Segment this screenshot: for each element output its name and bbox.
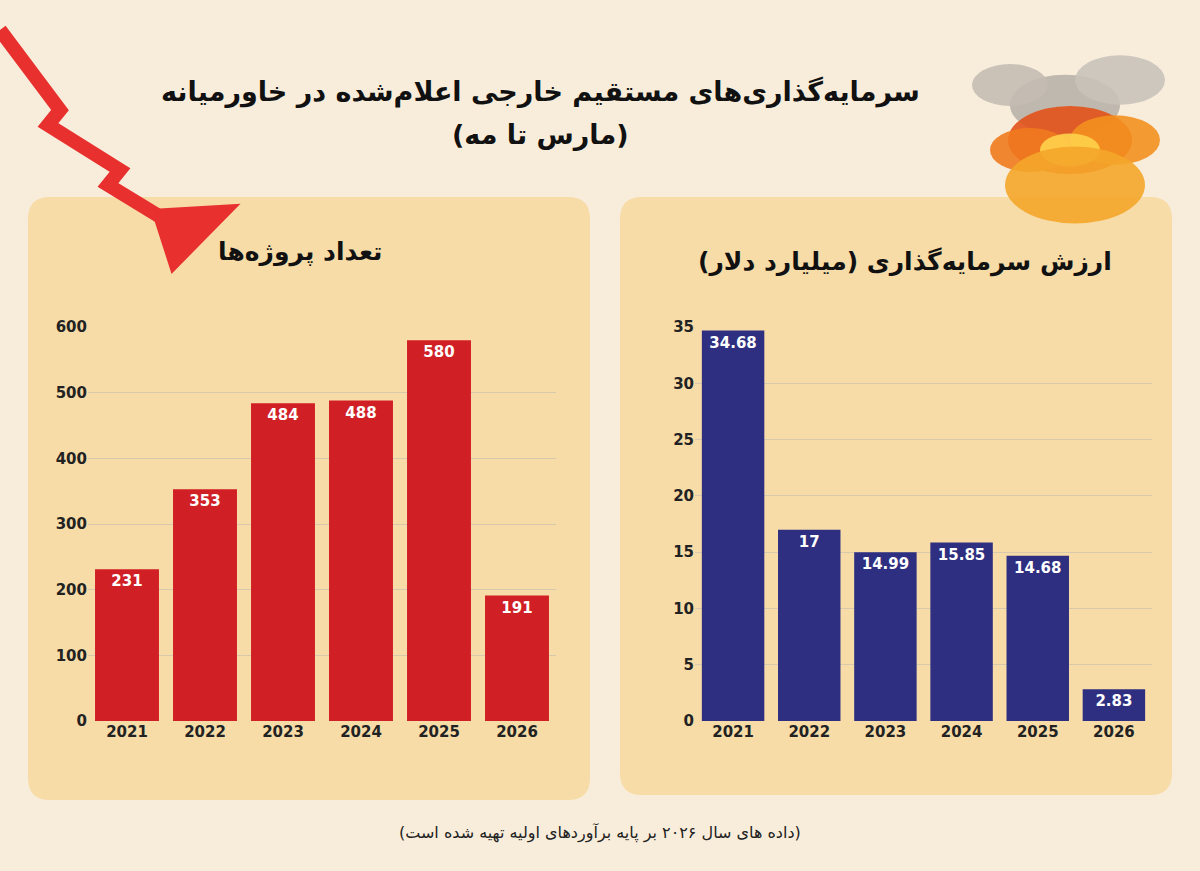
svg-text:191: 191 (501, 599, 532, 617)
svg-text:15.85: 15.85 (938, 546, 985, 564)
svg-text:سرمایه‌گذاری‌های مستقیم خارجی: سرمایه‌گذاری‌های مستقیم خارجی اعلام‌شده … (161, 76, 920, 108)
svg-text:500: 500 (56, 384, 87, 402)
svg-text:34.68: 34.68 (709, 334, 756, 352)
svg-text:2.83: 2.83 (1095, 692, 1132, 710)
svg-text:600: 600 (56, 318, 87, 336)
svg-text:تعداد پروژه‌ها: تعداد پروژه‌ها (218, 237, 382, 267)
svg-text:15: 15 (673, 543, 694, 561)
svg-text:25: 25 (673, 431, 694, 449)
svg-text:353: 353 (189, 492, 220, 510)
svg-text:2021: 2021 (712, 723, 754, 741)
svg-text:200: 200 (56, 581, 87, 599)
svg-text:2026: 2026 (496, 723, 538, 741)
svg-text:2025: 2025 (418, 723, 460, 741)
svg-text:231: 231 (111, 572, 142, 590)
svg-text:(مارس تا مه): (مارس تا مه) (452, 119, 629, 151)
svg-text:0: 0 (77, 712, 87, 730)
svg-text:ارزش سرمایه‌گذاری (میلیارد دلا: ارزش سرمایه‌گذاری (میلیارد دلار) (698, 247, 1112, 277)
svg-text:2023: 2023 (865, 723, 907, 741)
svg-text:14.99: 14.99 (862, 555, 909, 573)
svg-text:2021: 2021 (106, 723, 148, 741)
svg-text:0: 0 (684, 712, 694, 730)
svg-text:20: 20 (673, 487, 694, 505)
svg-text:488: 488 (345, 404, 376, 422)
svg-text:5: 5 (684, 656, 694, 674)
svg-text:2023: 2023 (262, 723, 304, 741)
svg-text:2022: 2022 (788, 723, 830, 741)
svg-text:10: 10 (673, 600, 694, 618)
svg-text:2024: 2024 (941, 723, 983, 741)
svg-text:2025: 2025 (1017, 723, 1059, 741)
svg-text:30: 30 (673, 375, 694, 393)
svg-text:2024: 2024 (340, 723, 382, 741)
svg-text:(داده های سال ۲۰۲۶ بر پایه برآ: (داده های سال ۲۰۲۶ بر پایه برآوردهای اول… (399, 823, 801, 843)
svg-text:35: 35 (673, 318, 694, 336)
svg-text:14.68: 14.68 (1014, 559, 1061, 577)
svg-text:400: 400 (56, 450, 87, 468)
svg-text:17: 17 (799, 533, 820, 551)
svg-text:2022: 2022 (184, 723, 226, 741)
svg-text:2026: 2026 (1093, 723, 1135, 741)
svg-text:580: 580 (423, 343, 454, 361)
svg-text:100: 100 (56, 647, 87, 665)
svg-text:300: 300 (56, 515, 87, 533)
svg-text:484: 484 (267, 406, 298, 424)
